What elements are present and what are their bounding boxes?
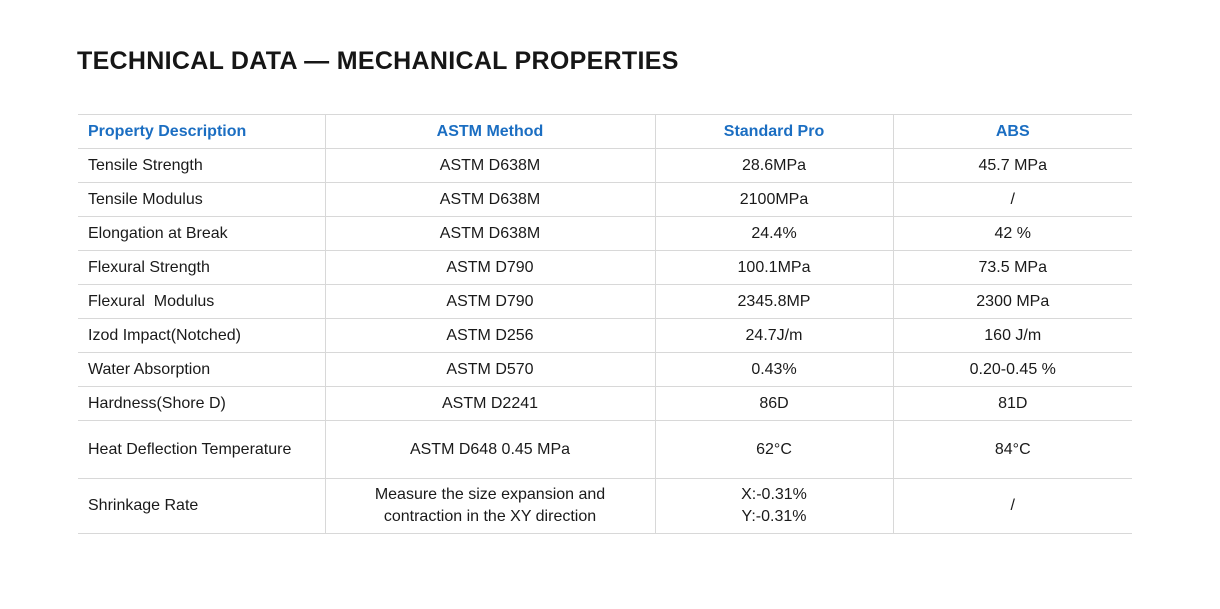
cell-standard-pro: 86D [654,386,893,421]
table-row: Tensile Strength ASTM D638M 28.6MPa 45.7… [78,148,1132,183]
cell-standard-pro: 24.4% [654,216,893,251]
cell-property: Elongation at Break [88,224,228,242]
cell-property: Izod Impact(Notched) [88,326,241,344]
cell-standard-pro: 2100MPa [654,182,893,217]
cell-property: Flexural Strength [88,258,210,276]
cell-standard-pro: 100.1MPa [654,250,893,285]
table-row: Elongation at Break ASTM D638M 24.4% 42 … [78,216,1132,251]
cell-standard-pro: 0.43% [654,352,893,387]
cell-standard-pro: 2345.8MP [654,284,893,319]
cell-abs: / [892,478,1132,534]
page-title: TECHNICAL DATA — MECHANICAL PROPERTIES [77,47,679,75]
header-property-description: Property Description [88,122,247,140]
cell-property: Hardness(Shore D) [88,394,226,412]
cell-property: Shrinkage Rate [88,497,199,514]
header-standard-pro: Standard Pro [654,114,893,149]
cell-method: ASTM D790 [324,250,655,285]
cell-standard-pro: X:-0.31% Y:-0.31% [654,478,893,534]
cell-abs: 73.5 MPa [892,250,1132,285]
cell-abs: 160 J/m [892,318,1132,353]
cell-method: ASTM D256 [324,318,655,353]
cell-property: Heat Deflection Temperature [88,440,292,458]
cell-property: Tensile Modulus [88,190,203,208]
cell-abs: 0.20-0.45 % [892,352,1132,387]
cell-method: ASTM D638M [324,148,655,183]
table-header-row: Property Description ASTM Method Standar… [78,114,1132,149]
cell-abs: / [892,182,1132,217]
cell-standard-pro: 24.7J/m [654,318,893,353]
cell-method: ASTM D790 [324,284,655,319]
table-row: Heat Deflection Temperature ASTM D648 0.… [78,420,1132,479]
cell-method: ASTM D648 0.45 MPa [324,420,655,479]
table-row: Tensile Modulus ASTM D638M 2100MPa / [78,182,1132,217]
mechanical-properties-table: Property Description ASTM Method Standar… [78,114,1132,534]
cell-method: ASTM D638M [324,182,655,217]
cell-method: ASTM D2241 [324,386,655,421]
cell-property: Water Absorption [88,360,211,378]
cell-standard-pro: 28.6MPa [654,148,893,183]
table-row: Hardness(Shore D) ASTM D2241 86D 81D [78,386,1132,421]
header-abs: ABS [892,114,1132,149]
cell-property: Tensile Strength [88,156,203,174]
table-row: Izod Impact(Notched) ASTM D256 24.7J/m 1… [78,318,1132,353]
cell-standard-pro: 62°C [654,420,893,479]
cell-method: ASTM D638M [324,216,655,251]
cell-abs: 84°C [892,420,1132,479]
cell-method: Measure the size expansion and contracti… [324,478,655,534]
cell-abs: 42 % [892,216,1132,251]
header-astm-method: ASTM Method [324,114,655,149]
cell-method: ASTM D570 [324,352,655,387]
cell-abs: 2300 MPa [892,284,1132,319]
cell-property: Flexural Modulus [88,292,215,310]
table-row: Flexural Modulus ASTM D790 2345.8MP 2300… [78,284,1132,319]
cell-abs: 81D [892,386,1132,421]
cell-abs: 45.7 MPa [892,148,1132,183]
table-row: Flexural Strength ASTM D790 100.1MPa 73.… [78,250,1132,285]
table-row: Water Absorption ASTM D570 0.43% 0.20-0.… [78,352,1132,387]
table-row: Shrinkage Rate Measure the size expansio… [78,478,1132,534]
